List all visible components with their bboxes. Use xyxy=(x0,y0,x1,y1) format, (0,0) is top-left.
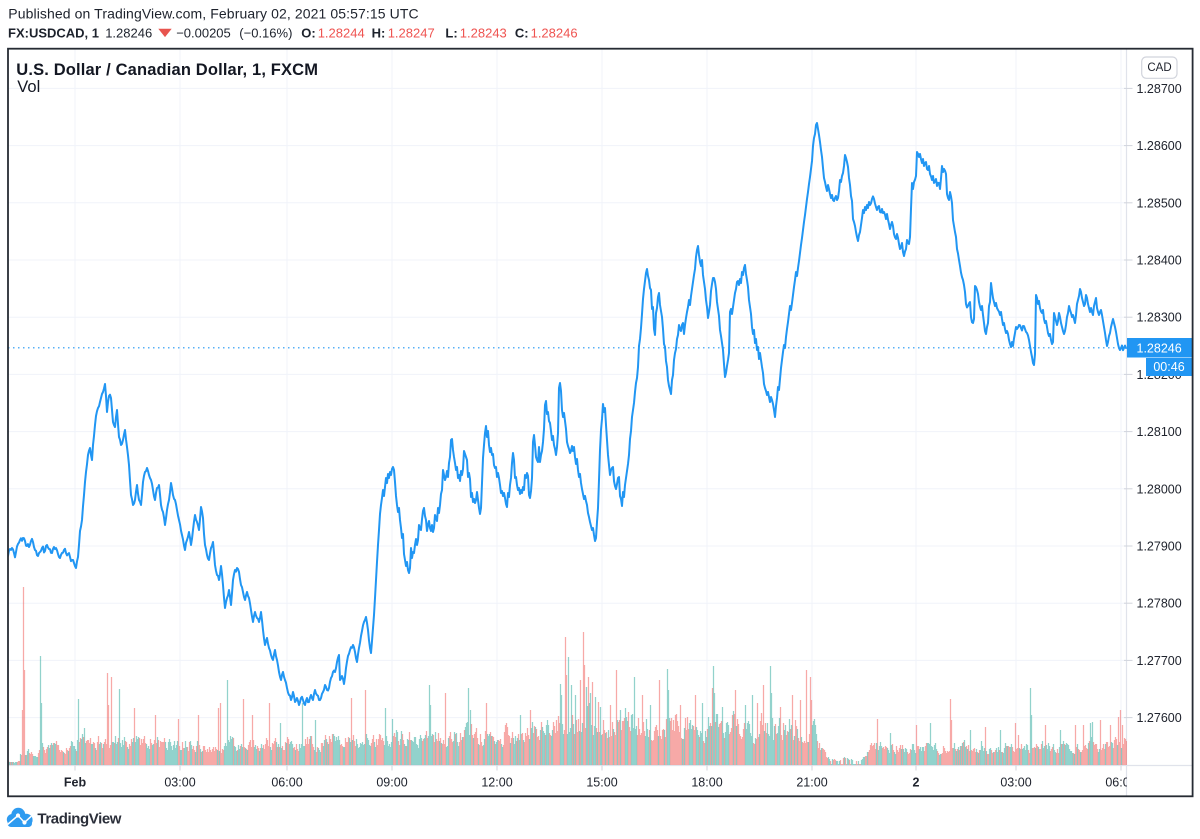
svg-text:(−0.16%): (−0.16%) xyxy=(239,26,292,41)
svg-text:1.28246: 1.28246 xyxy=(531,26,578,41)
svg-text:C:: C: xyxy=(515,26,529,41)
svg-text:1.28000: 1.28000 xyxy=(1137,482,1182,496)
svg-text:2: 2 xyxy=(913,776,920,790)
svg-text:00:46: 00:46 xyxy=(1153,360,1184,374)
svg-text:1.28600: 1.28600 xyxy=(1137,139,1182,153)
svg-text:1.28244: 1.28244 xyxy=(318,26,365,41)
svg-text:1.28500: 1.28500 xyxy=(1137,196,1182,210)
svg-text:09:00: 09:00 xyxy=(376,776,407,790)
svg-text:1.28243: 1.28243 xyxy=(460,26,507,41)
svg-text:1.28300: 1.28300 xyxy=(1137,311,1182,325)
svg-text:U.S. Dollar / Canadian Dollar,: U.S. Dollar / Canadian Dollar, 1, FXCM xyxy=(16,61,318,79)
svg-text:1.27600: 1.27600 xyxy=(1137,711,1182,725)
svg-text:03:00: 03:00 xyxy=(1000,776,1031,790)
svg-text:L:: L: xyxy=(445,26,457,41)
svg-text:1.27700: 1.27700 xyxy=(1137,654,1182,668)
svg-text:TradingView: TradingView xyxy=(37,811,121,828)
svg-text:1.28100: 1.28100 xyxy=(1137,425,1182,439)
svg-text:−0.00205: −0.00205 xyxy=(176,26,231,41)
svg-text:Vol: Vol xyxy=(17,78,40,96)
svg-text:1.27900: 1.27900 xyxy=(1137,540,1182,554)
svg-text:18:00: 18:00 xyxy=(691,776,722,790)
svg-text:H:: H: xyxy=(372,26,386,41)
svg-text:03:00: 03:00 xyxy=(164,776,195,790)
svg-text:1.28400: 1.28400 xyxy=(1137,254,1182,268)
svg-text:O:: O: xyxy=(301,26,315,41)
svg-text:FX:USDCAD, 1: FX:USDCAD, 1 xyxy=(8,26,99,41)
svg-text:1.27800: 1.27800 xyxy=(1137,597,1182,611)
svg-text:1.28246: 1.28246 xyxy=(1137,341,1182,355)
svg-text:06:00: 06:00 xyxy=(1105,776,1136,790)
svg-text:21:00: 21:00 xyxy=(796,776,827,790)
svg-text:15:00: 15:00 xyxy=(586,776,617,790)
svg-text:1.28700: 1.28700 xyxy=(1137,82,1182,96)
svg-text:1.28246: 1.28246 xyxy=(105,26,152,41)
svg-text:06:00: 06:00 xyxy=(271,776,302,790)
svg-text:1.28247: 1.28247 xyxy=(388,26,435,41)
svg-text:Published on TradingView.com,: Published on TradingView.com, February 0… xyxy=(8,6,418,22)
svg-text:12:00: 12:00 xyxy=(481,776,512,790)
svg-text:CAD: CAD xyxy=(1147,62,1171,74)
svg-text:Feb: Feb xyxy=(64,776,87,790)
